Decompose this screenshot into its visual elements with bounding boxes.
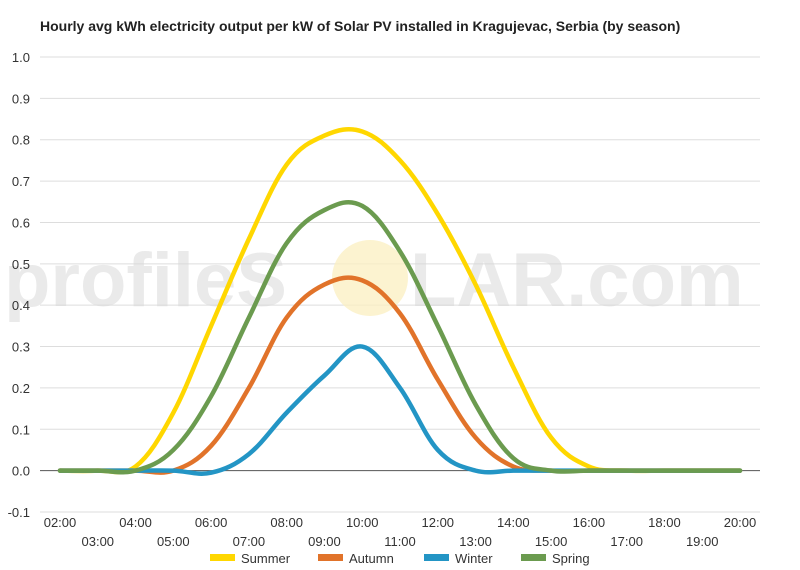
series-line-winter <box>57 344 743 476</box>
y-tick-label: 0.3 <box>12 340 30 355</box>
y-tick-label: 0.4 <box>12 298 30 313</box>
legend-swatch-winter <box>424 554 449 561</box>
y-tick-label: -0.1 <box>8 505 30 520</box>
legend-label-spring: Spring <box>552 551 590 566</box>
series-line-spring <box>57 199 743 475</box>
y-tick-label: 0.8 <box>12 133 30 148</box>
legend-label-winter: Winter <box>455 551 493 566</box>
x-tick-label: 16:00 <box>573 515 606 530</box>
x-tick-label: 17:00 <box>610 534 643 549</box>
x-tick-label: 08:00 <box>270 515 303 530</box>
x-tick-label: 04:00 <box>119 515 152 530</box>
y-tick-label: 0.0 <box>12 464 30 479</box>
watermark-text-left: profileS <box>4 238 287 323</box>
x-tick-label: 09:00 <box>308 534 341 549</box>
legend-label-summer: Summer <box>241 551 291 566</box>
y-axis-ticks: -0.1 0.0 0.1 0.2 0.3 0.4 0.5 0.6 0.7 0.8 0.9 1.0 <box>8 50 30 520</box>
legend-label-autumn: Autumn <box>349 551 394 566</box>
x-tick-label: 15:00 <box>535 534 568 549</box>
x-tick-label: 18:00 <box>648 515 681 530</box>
legend-swatch-summer <box>210 554 235 561</box>
x-tick-label: 11:00 <box>384 534 416 549</box>
legend-swatch-autumn <box>318 554 343 561</box>
y-tick-label: 0.6 <box>12 215 30 230</box>
y-tick-label: 0.2 <box>12 381 30 396</box>
x-tick-label: 20:00 <box>724 515 757 530</box>
legend-swatch-spring <box>521 554 546 561</box>
x-tick-label: 05:00 <box>157 534 190 549</box>
chart-title: Hourly avg kWh electricity output per kW… <box>40 18 681 34</box>
x-tick-label: 06:00 <box>195 515 228 530</box>
x-axis-ticks: 02:00 03:00 04:00 05:00 06:00 07:00 08:00 09:00… <box>44 515 757 549</box>
x-tick-label: 13:00 <box>459 534 492 549</box>
watermark-text-right: LAR.com <box>410 238 744 323</box>
y-tick-label: 0.5 <box>12 257 30 272</box>
x-tick-label: 02:00 <box>44 515 77 530</box>
x-tick-label: 12:00 <box>422 515 455 530</box>
x-tick-label: 14:00 <box>497 515 530 530</box>
x-tick-label: 19:00 <box>686 534 719 549</box>
legend: Summer Autumn Winter Spring <box>210 551 590 566</box>
y-tick-label: 1.0 <box>12 50 30 65</box>
watermark: profileS LAR.com <box>4 238 744 323</box>
x-tick-label: 10:00 <box>346 515 379 530</box>
x-tick-label: 07:00 <box>233 534 266 549</box>
y-tick-label: 0.1 <box>12 422 30 437</box>
x-tick-label: 03:00 <box>82 534 115 549</box>
series-lines <box>57 126 743 476</box>
y-tick-label: 0.9 <box>12 91 30 106</box>
y-tick-label: 0.7 <box>12 174 30 189</box>
